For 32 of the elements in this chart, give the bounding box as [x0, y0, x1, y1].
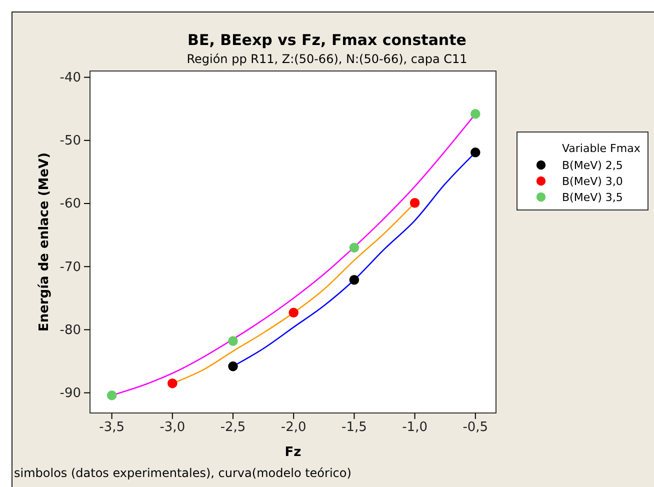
y-tick-label: -60	[60, 196, 81, 212]
x-tick-label: -0,5	[462, 420, 488, 436]
point	[410, 198, 420, 208]
y-axis-title: Energía de enlace (MeV)	[37, 152, 52, 332]
y-tick-label: -90	[60, 386, 81, 401]
legend-label: B(MeV) 3,0	[562, 175, 623, 188]
chart-subtitle: Región pp R11, Z:(50-66), N:(50-66), capa C11	[186, 52, 468, 66]
x-tick-label: -2,5	[220, 420, 246, 436]
chart-title: BE, BEexp vs Fz, Fmax constante	[188, 31, 466, 49]
point	[106, 390, 117, 400]
x-tick-label: -1,5	[342, 420, 367, 436]
legend-title: Variable Fmax	[562, 142, 641, 155]
legend-label: B(MeV) 3,5	[562, 191, 623, 204]
y-tick-label: -80	[60, 322, 81, 338]
x-axis-title: Fz	[284, 445, 302, 460]
text: simbolos (datos experimentales), curva(modelo teórico)	[14, 466, 352, 480]
point	[470, 109, 480, 119]
point	[349, 242, 360, 253]
y-tick-label: -40	[60, 70, 81, 86]
x-tick-label: -3,5	[99, 420, 124, 436]
point	[228, 361, 238, 372]
y-tick-label: -70	[60, 260, 81, 275]
x-tick-label: -3,0	[160, 420, 186, 436]
x-tick-label: -1,0	[402, 420, 428, 436]
y-tick-label: -50	[60, 134, 81, 149]
point	[228, 336, 238, 346]
x-tick-label: -2,0	[280, 420, 306, 436]
point	[349, 274, 360, 285]
legend-label: B(MeV) 2,5	[562, 159, 623, 172]
point	[470, 148, 480, 158]
point	[168, 378, 178, 388]
point	[288, 308, 298, 318]
